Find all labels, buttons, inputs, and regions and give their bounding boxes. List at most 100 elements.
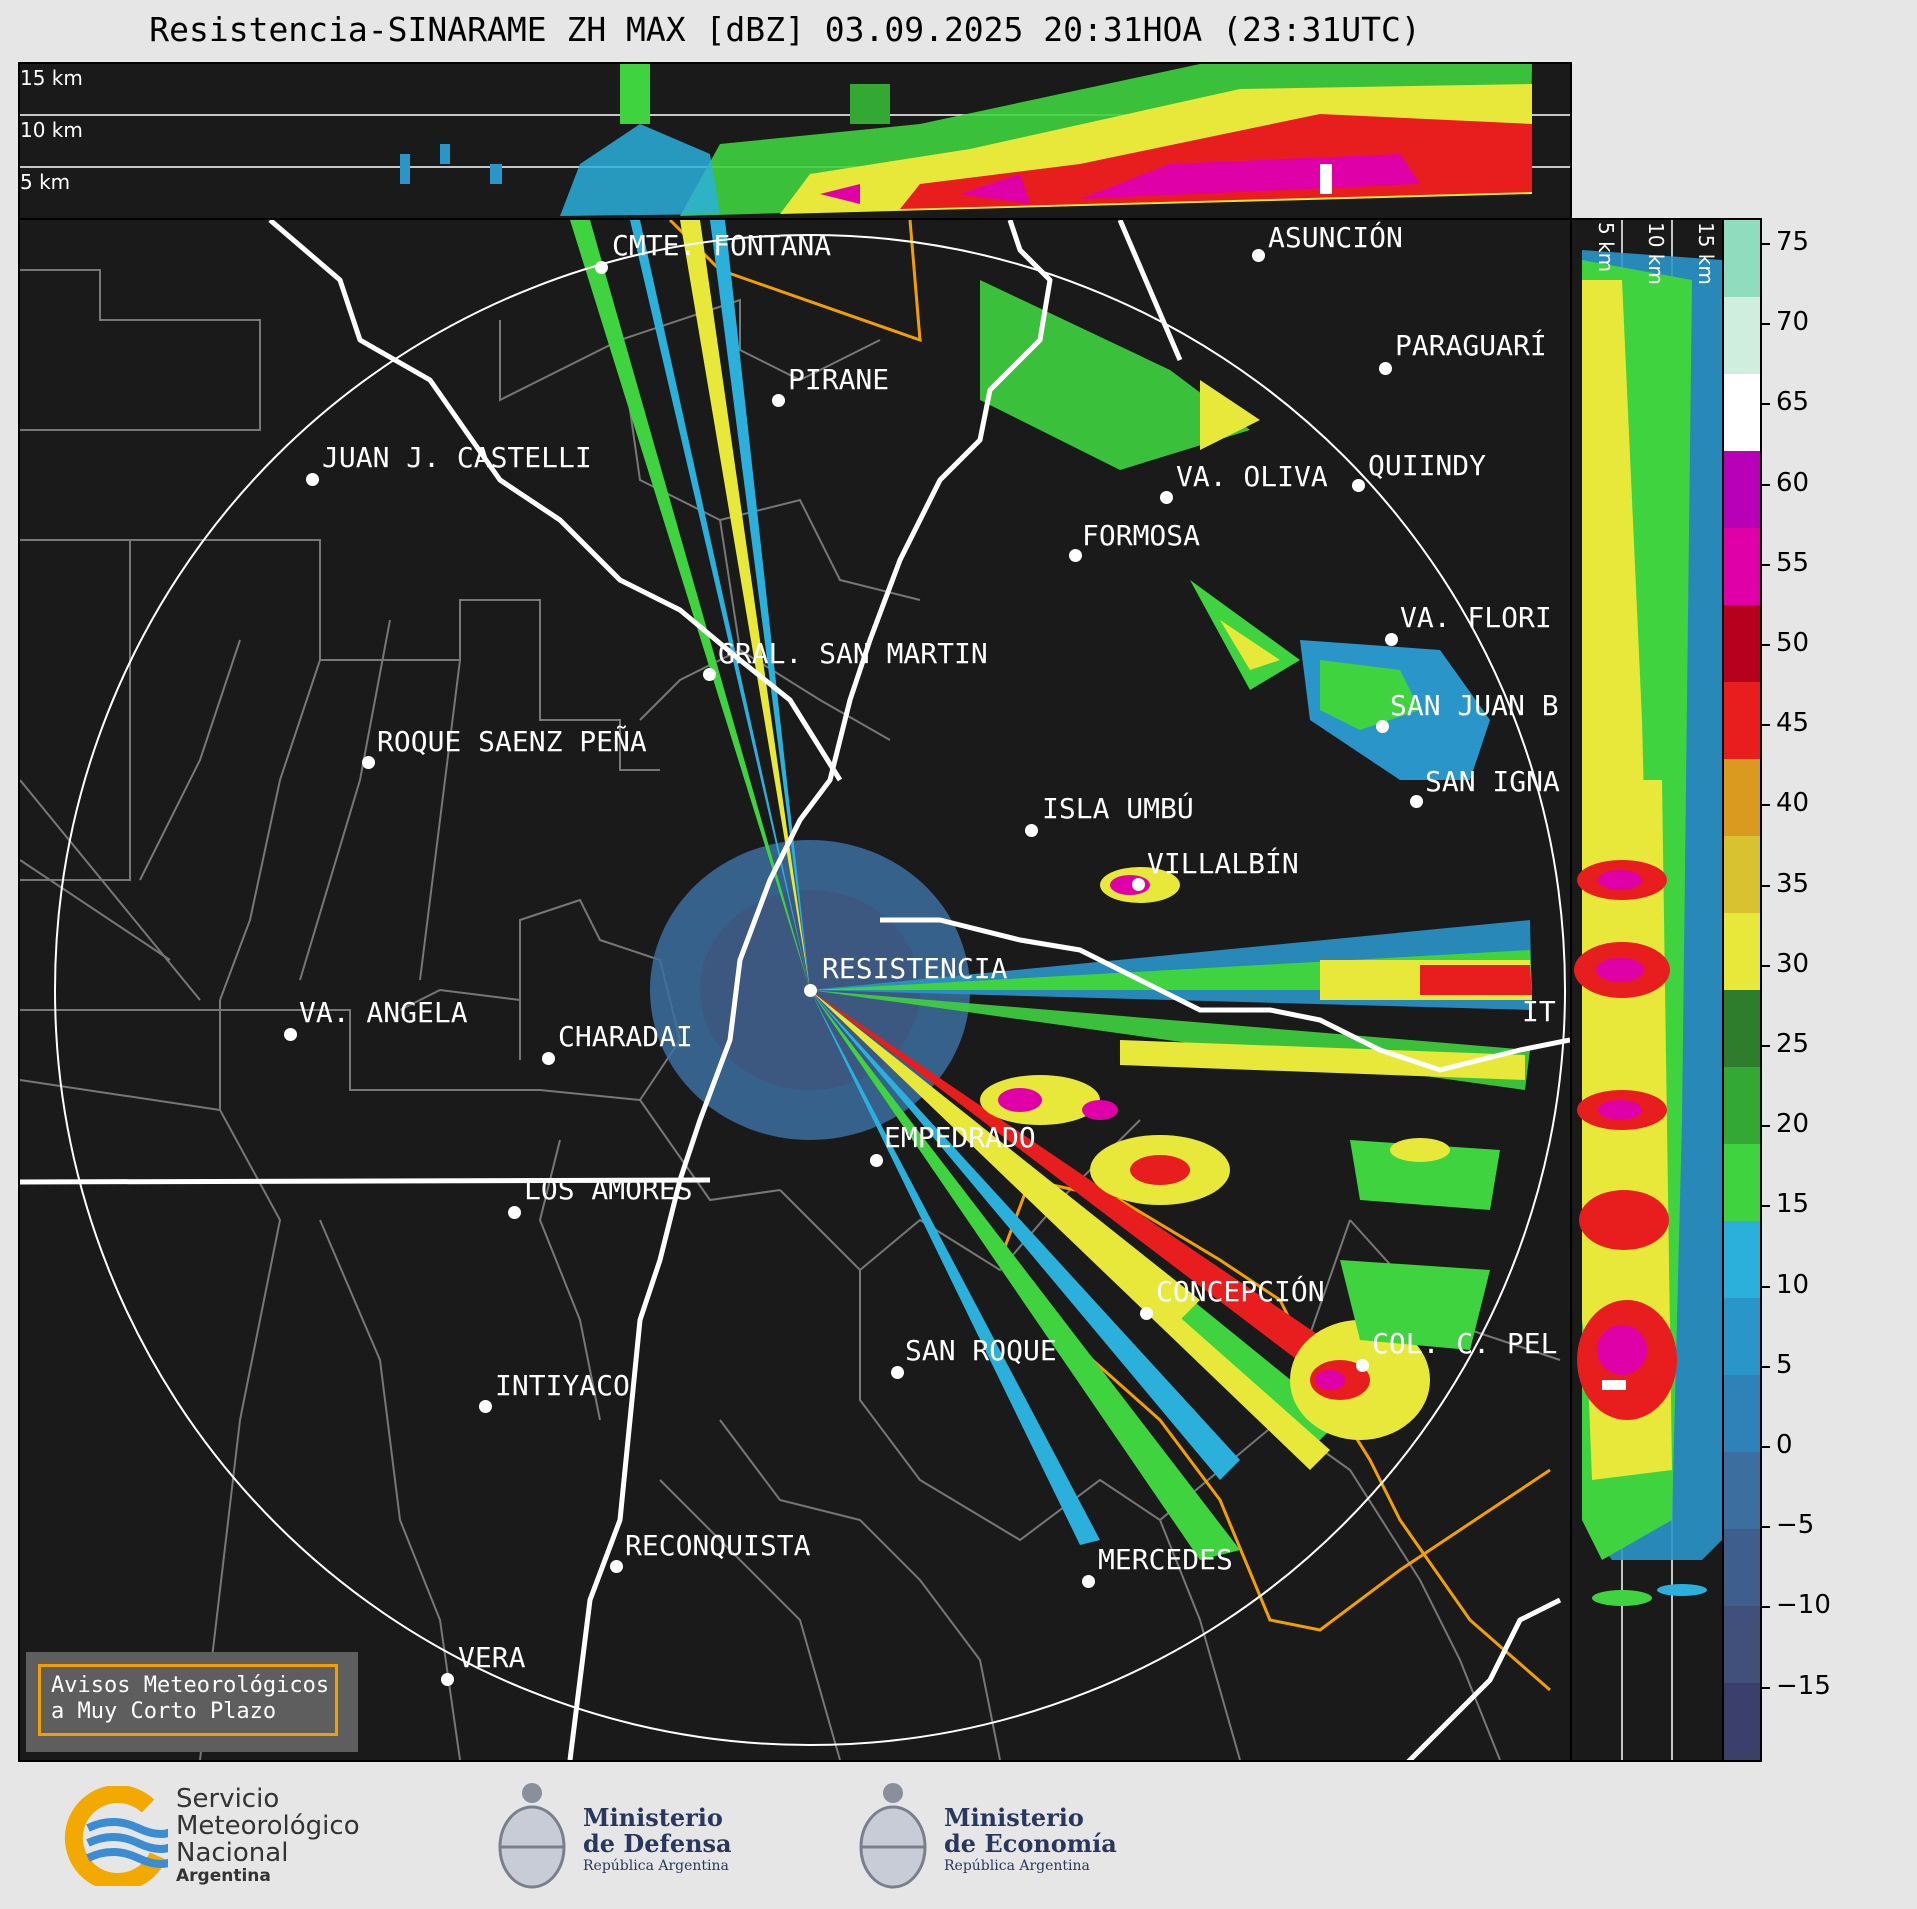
economia-line-3: República Argentina bbox=[944, 1858, 1090, 1874]
colorbar-tick bbox=[1760, 1045, 1770, 1047]
city-marker bbox=[595, 261, 608, 274]
city-marker bbox=[891, 1366, 904, 1379]
city-marker bbox=[284, 1028, 297, 1041]
top-cross-section: 15 km 10 km 5 km bbox=[18, 62, 1572, 220]
argentina-seal-icon bbox=[859, 1783, 927, 1889]
city-marker bbox=[870, 1154, 883, 1167]
city-marker bbox=[772, 394, 785, 407]
map-title: Resistencia-SINARAME ZH MAX [dBZ] 03.09.… bbox=[149, 10, 1421, 49]
city-label: VERA bbox=[458, 1641, 526, 1674]
city-label: VA. OLIVA bbox=[1176, 460, 1328, 493]
city-marker bbox=[306, 473, 319, 486]
city-label: SAN JUAN B bbox=[1390, 689, 1559, 722]
admin-boundaries bbox=[20, 269, 1561, 1760]
smn-logo-icon bbox=[64, 1785, 181, 1891]
city-label: VILLALBÍN bbox=[1147, 847, 1299, 880]
defensa-logo: Ministerio de Defensa República Argentin… bbox=[495, 1775, 755, 1895]
smn-line-1: Servicio bbox=[176, 1784, 280, 1814]
warning-legend-box: Avisos Meteorológicos a Muy Corto Plazo bbox=[38, 1664, 338, 1736]
level-label: 10 km bbox=[1644, 222, 1668, 285]
city-label: SAN IGNA bbox=[1425, 765, 1560, 798]
city-label: LOS AMORES bbox=[524, 1173, 693, 1206]
level-label: 15 km bbox=[1694, 222, 1718, 285]
colorbar-tick bbox=[1760, 804, 1770, 807]
economia-line-1: Ministerio bbox=[944, 1803, 1084, 1832]
smn-line-3: Nacional bbox=[176, 1838, 289, 1868]
city-label: FORMOSA bbox=[1082, 519, 1201, 552]
city-label: CONCEPCIÓN bbox=[1156, 1275, 1325, 1308]
defensa-line-2: de Defensa bbox=[583, 1829, 732, 1858]
colorbar-tick-label: 5 bbox=[1776, 1349, 1793, 1380]
side-cross-section: 5 km 10 km 15 km bbox=[1570, 218, 1724, 1762]
colorbar-tick-label: 60 bbox=[1776, 467, 1810, 498]
level-label: 5 km bbox=[1594, 222, 1618, 273]
city-label: QUIINDY bbox=[1368, 449, 1487, 482]
city-label: IT bbox=[1522, 995, 1556, 1028]
city-label: PARAGUARÍ bbox=[1395, 329, 1547, 362]
city-label: GRAL. SAN MARTIN bbox=[718, 637, 988, 670]
colorbar-tick bbox=[1760, 1606, 1770, 1609]
city-label: ROQUE SAENZ PEÑA bbox=[377, 725, 647, 758]
colorbar-tick-label: 70 bbox=[1776, 307, 1810, 338]
warning-legend: Avisos Meteorológicos a Muy Corto Plazo bbox=[26, 1652, 358, 1752]
colorbar-tick bbox=[1760, 644, 1770, 646]
range-ring bbox=[54, 234, 1566, 1746]
city-marker bbox=[610, 1560, 623, 1573]
level-label: 10 km bbox=[20, 118, 83, 142]
city-label: COL. C. PEL bbox=[1372, 1327, 1558, 1360]
colorbar-tick bbox=[1760, 724, 1770, 727]
city-marker bbox=[1069, 549, 1082, 562]
smn-line-4: Argentina bbox=[176, 1866, 271, 1886]
warning-line-2: a Muy Corto Plazo bbox=[51, 1699, 277, 1724]
colorbar-tick bbox=[1760, 884, 1770, 887]
colorbar-tick bbox=[1760, 323, 1770, 326]
colorbar-tick bbox=[1760, 403, 1770, 406]
economia-logo: Ministerio de Economía República Argenti… bbox=[856, 1775, 1146, 1895]
colorbar-tick-label: 35 bbox=[1776, 868, 1810, 899]
colorbar-tick-label: 75 bbox=[1776, 227, 1810, 257]
city-label: SAN ROQUE bbox=[905, 1334, 1057, 1367]
city-marker bbox=[1356, 1359, 1369, 1372]
level-label: 5 km bbox=[20, 170, 71, 194]
city-marker bbox=[1082, 1575, 1095, 1588]
colorbar-tick bbox=[1760, 483, 1770, 486]
river-lines bbox=[20, 220, 1570, 1760]
colorbar-tick bbox=[1760, 1686, 1770, 1689]
colorbar-tick bbox=[1760, 1526, 1770, 1529]
colorbar-tick-label: 40 bbox=[1776, 788, 1810, 819]
city-marker bbox=[441, 1673, 454, 1686]
colorbar-tick-label: 45 bbox=[1776, 708, 1810, 739]
defensa-line-1: Ministerio bbox=[583, 1803, 723, 1832]
city-marker bbox=[1376, 720, 1389, 733]
colorbar-tick bbox=[1760, 1285, 1770, 1288]
colorbar-tick-label: 30 bbox=[1776, 948, 1810, 979]
dbz-colorbar bbox=[1722, 218, 1762, 1762]
level-label: 15 km bbox=[20, 66, 83, 90]
colorbar-tick-label: 10 bbox=[1776, 1269, 1810, 1300]
colorbar-tick-label: 50 bbox=[1776, 628, 1810, 658]
city-label: PIRANE bbox=[788, 363, 890, 396]
economia-line-2: de Economía bbox=[944, 1829, 1117, 1858]
colorbar-tick-label: 0 bbox=[1776, 1430, 1793, 1460]
colorbar-tick-label: −15 bbox=[1776, 1670, 1831, 1701]
city-marker bbox=[703, 668, 716, 681]
city-marker bbox=[1160, 491, 1173, 504]
colorbar-tick bbox=[1760, 1125, 1770, 1128]
city-marker bbox=[362, 756, 375, 769]
colorbar-tick-label: 15 bbox=[1776, 1189, 1810, 1220]
smn-logo: Servicio Meteorológico Nacional Argentin… bbox=[58, 1784, 388, 1891]
colorbar-tick bbox=[1760, 964, 1770, 967]
top-cross-section-plot bbox=[20, 64, 1570, 216]
city-marker bbox=[1352, 479, 1365, 492]
city-label: CMTE. FONTANA bbox=[612, 229, 832, 262]
city-marker bbox=[1410, 795, 1423, 808]
colorbar-tick-label: −5 bbox=[1776, 1510, 1815, 1541]
defensa-line-3: República Argentina bbox=[583, 1858, 729, 1874]
city-label: JUAN J. CASTELLI bbox=[322, 441, 592, 474]
warning-line-1: Avisos Meteorológicos bbox=[51, 1673, 330, 1698]
city-marker bbox=[1025, 824, 1038, 837]
city-label: CHARADAI bbox=[558, 1020, 693, 1053]
colorbar-tick-label: 55 bbox=[1776, 547, 1810, 578]
city-label: MERCEDES bbox=[1098, 1543, 1233, 1576]
city-marker bbox=[1132, 878, 1145, 891]
